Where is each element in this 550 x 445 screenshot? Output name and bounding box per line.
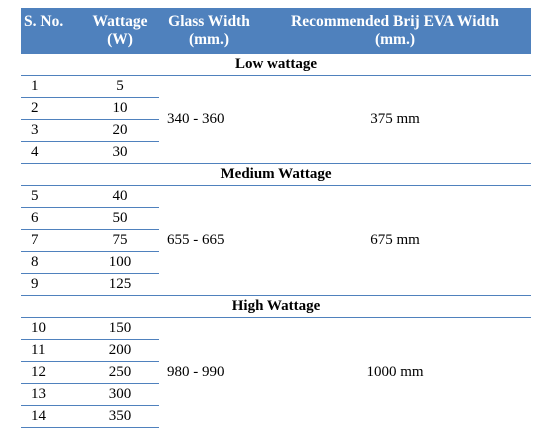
table-row: 12 250 xyxy=(21,361,531,384)
table-row: 14 350 xyxy=(21,405,531,428)
sno-cell: 2 xyxy=(21,97,81,120)
section-title: Low wattage xyxy=(21,53,531,76)
sno-cell: 7 xyxy=(21,229,81,252)
table-row: 13 300 xyxy=(21,383,531,406)
header-eva-line2: (mm.) xyxy=(374,31,416,48)
header-glass-width: Glass Width (mm.) xyxy=(159,8,259,54)
wattage-cell: 5 xyxy=(81,75,159,98)
table-row: 8 100 xyxy=(21,251,531,274)
table-row: 10 150 980 - 990 1000 mm xyxy=(21,317,531,428)
table-row: 9 125 xyxy=(21,273,531,296)
header-eva-width: Recommended Brij EVA Width (mm.) xyxy=(259,8,531,54)
wattage-cell: 150 xyxy=(81,317,159,340)
header-sno: S. No. xyxy=(21,8,81,54)
sno-cell: 9 xyxy=(21,273,81,296)
section-title: High Wattage xyxy=(21,295,531,318)
table-row: 7 75 xyxy=(21,229,531,252)
eva-width-cell: 375 mm xyxy=(259,75,531,164)
header-sno-label: S. No. xyxy=(24,13,64,30)
eva-width-cell: 1000 mm xyxy=(259,317,531,428)
eva-width-table-container: S. No. Wattage (W) Glass Width (mm.) Recom… xyxy=(21,8,531,428)
glass-width-cell: 340 - 360 xyxy=(159,75,259,164)
header-glass-line1: Glass Width xyxy=(168,13,250,30)
sno-cell: 10 xyxy=(21,317,81,340)
table-row: 2 10 xyxy=(21,97,531,120)
sno-cell: 3 xyxy=(21,119,81,142)
wattage-cell: 300 xyxy=(81,383,159,406)
wattage-cell: 100 xyxy=(81,251,159,274)
section-header-row: Low wattage xyxy=(21,53,531,76)
table-row: 3 20 xyxy=(21,119,531,142)
wattage-cell: 40 xyxy=(81,185,159,208)
eva-width-table: S. No. Wattage (W) Glass Width (mm.) Recom… xyxy=(21,8,531,428)
sno-cell: 4 xyxy=(21,141,81,164)
section-header-row: Medium Wattage xyxy=(21,163,531,186)
sno-cell: 13 xyxy=(21,383,81,406)
header-glass-line2: (mm.) xyxy=(188,31,230,48)
table-header: S. No. Wattage (W) Glass Width (mm.) Recom… xyxy=(21,8,531,54)
table-row: 1 5 340 - 360 375 mm xyxy=(21,75,531,164)
wattage-cell: 75 xyxy=(81,229,159,252)
sno-cell: 6 xyxy=(21,207,81,230)
table-row: 4 30 xyxy=(21,141,531,164)
header-wattage-line2: (W) xyxy=(107,31,133,48)
glass-width-cell: 655 - 665 xyxy=(159,185,259,296)
glass-width-cell: 980 - 990 xyxy=(159,317,259,428)
sno-cell: 12 xyxy=(21,361,81,384)
header-eva-line1: Recommended Brij EVA Width xyxy=(291,13,499,30)
table-row: 5 40 655 - 665 675 mm xyxy=(21,185,531,296)
header-wattage-line1: Wattage xyxy=(92,13,148,30)
wattage-cell: 20 xyxy=(81,119,159,142)
wattage-cell: 250 xyxy=(81,361,159,384)
wattage-cell: 30 xyxy=(81,141,159,164)
wattage-cell: 50 xyxy=(81,207,159,230)
wattage-cell: 10 xyxy=(81,97,159,120)
sno-cell: 8 xyxy=(21,251,81,274)
sno-cell: 5 xyxy=(21,185,81,208)
sno-cell: 1 xyxy=(21,75,81,98)
wattage-cell: 200 xyxy=(81,339,159,362)
eva-width-cell: 675 mm xyxy=(259,185,531,296)
wattage-cell: 350 xyxy=(81,405,159,428)
section-title: Medium Wattage xyxy=(21,163,531,186)
header-row: S. No. Wattage (W) Glass Width (mm.) Recom… xyxy=(21,8,531,54)
header-wattage: Wattage (W) xyxy=(81,8,159,54)
sno-cell: 14 xyxy=(21,405,81,428)
table-body: Low wattage 1 5 340 - 360 375 mm 2 10 3 20 4 30 Med… xyxy=(21,53,531,428)
wattage-cell: 125 xyxy=(81,273,159,296)
table-row: 6 50 xyxy=(21,207,531,230)
section-header-row: High Wattage xyxy=(21,295,531,318)
sno-cell: 11 xyxy=(21,339,81,362)
table-row: 11 200 xyxy=(21,339,531,362)
